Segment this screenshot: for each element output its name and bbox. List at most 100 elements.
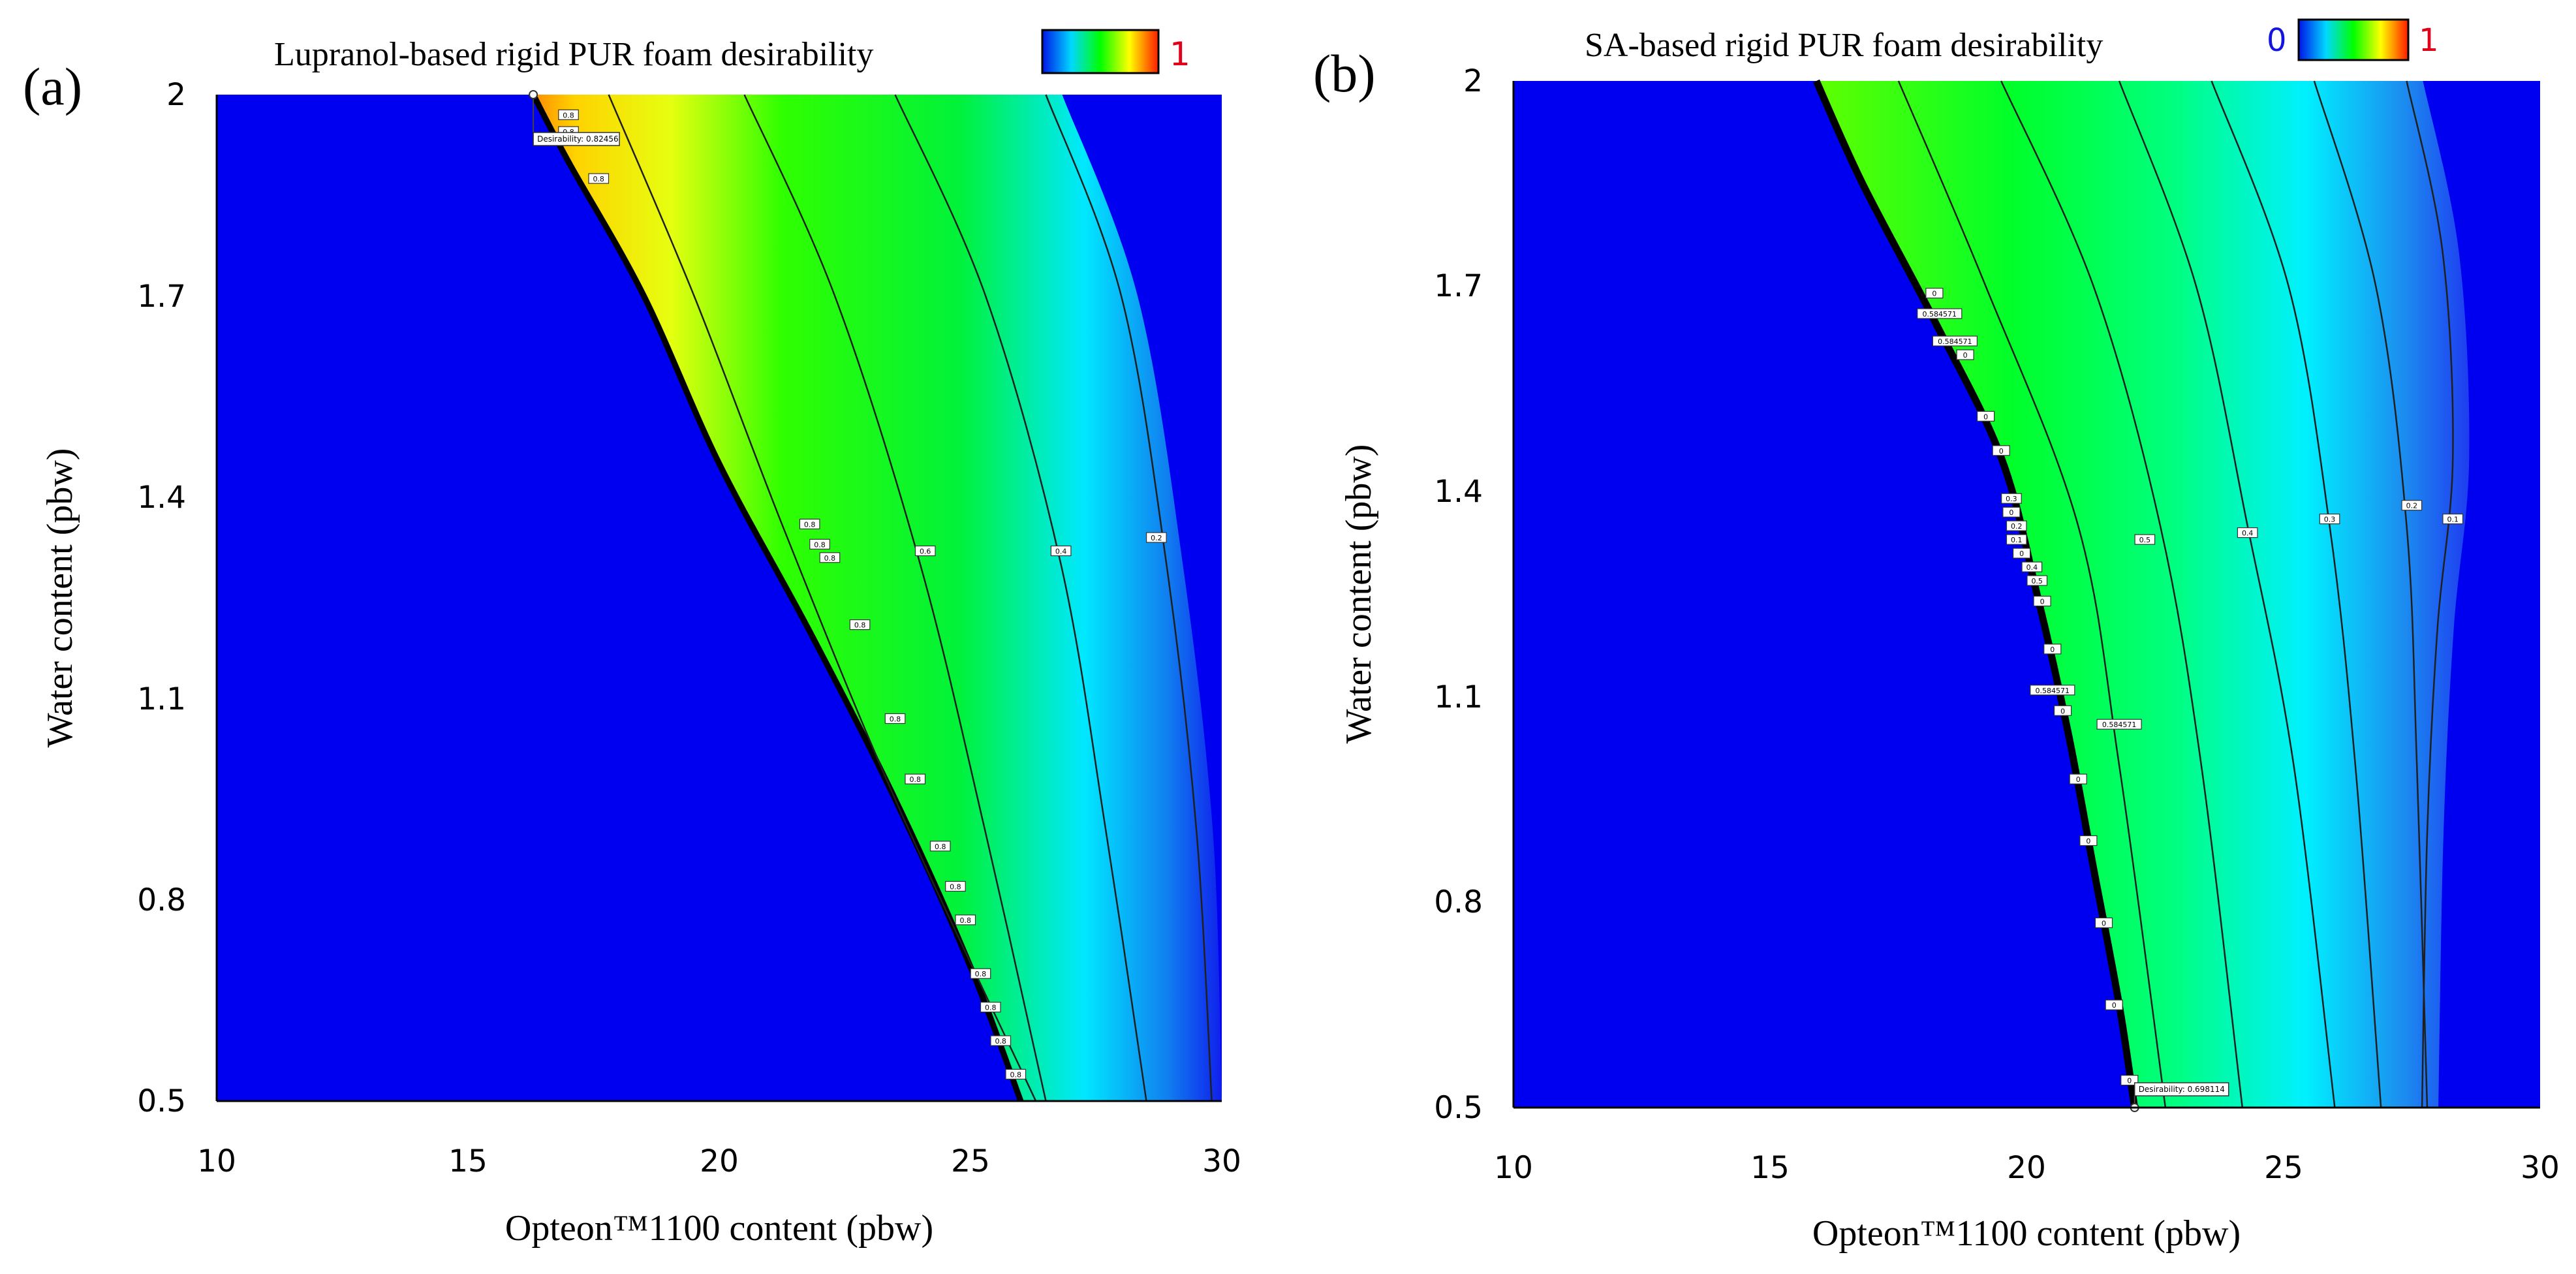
chart-a-contour-label: 0.8 (980, 1001, 1001, 1013)
chart-b-contour-label-box (2006, 534, 2027, 545)
chart-a-contour-0.6 (743, 94, 1047, 1102)
chart-b-contour-label-box (2442, 513, 2464, 525)
chart-b-optimum: Desirability: 0.698114 (2130, 1082, 2229, 1112)
chart-b-y-axis-label: Water content (pbw) (1339, 444, 1379, 744)
chart-b-contour-label-text: 0 (1983, 412, 1988, 421)
chart-a-contour-label-box (799, 518, 820, 530)
chart-b-contour-label-box (1932, 335, 1978, 347)
chart-a-xtick-10: 10 (197, 1143, 236, 1179)
chart-a-contour-label-text: 0.8 (814, 540, 826, 549)
chart-b-contour-0.1 (2313, 80, 2429, 1108)
chart-a-contour-label-box (884, 713, 906, 724)
chart-a-xtick-15: 15 (448, 1143, 488, 1179)
chart-b-contour-label-text: 0.1 (2011, 536, 2023, 544)
chart-b-contour-label-box (2021, 561, 2043, 572)
chart-a-ytick-1.7: 1.7 (137, 279, 186, 315)
chart-b-ytick-0.5: 0.5 (1434, 1090, 1483, 1126)
chart-b-contour-label-text: 0.2 (2011, 522, 2023, 531)
chart-a-contour-label-box (1050, 545, 1072, 557)
chart-b-contour-label-text: 0.1 (2447, 516, 2459, 524)
chart-a-ytick-1.4: 1.4 (137, 480, 186, 516)
chart-b-contour-label-box (2069, 773, 2087, 785)
chart-b-contour-label-text: 0.584571 (2036, 687, 2070, 695)
chart-a-contour-label: 0.8 (819, 552, 841, 563)
chart-a-contour-label-box (588, 173, 610, 184)
chart-b-contour-label: 0 (2033, 595, 2051, 607)
chart-a-contour-label-text: 0.8 (1010, 1070, 1022, 1079)
chart-b-contour-label-text: 0 (2050, 645, 2055, 654)
chart-a-contour-label-text: 0.8 (593, 175, 604, 183)
chart-a-xtick-25: 25 (951, 1143, 990, 1179)
chart-b-contour-label-box (2120, 1074, 2139, 1086)
chart-b-contour-label-box (2401, 500, 2423, 511)
chart-b-contour-label-box (2319, 513, 2340, 525)
chart-a-contour-label: 0.8 (558, 109, 579, 120)
chart-b-contour-label-box (2030, 685, 2075, 696)
chart-b-contour-label-text: 0.4 (2026, 563, 2038, 572)
chart-b-axes: 10 15 20 25 30 0.5 0.8 1.1 1.4 1.7 2 Opt… (1339, 63, 2560, 1254)
chart-a-contour-0.2 (1045, 94, 1213, 1102)
chart-a-contour-label: 0.8 (970, 968, 991, 979)
chart-b-xtick-10: 10 (1494, 1150, 1533, 1186)
chart-b-title: SA-based rigid PUR foam desirability (1585, 27, 2103, 64)
chart-a-ytick-2: 2 (166, 77, 186, 113)
chart-b-contour-label-text: 0 (2009, 508, 2013, 517)
chart-b-contour-label-text: 0 (2060, 707, 2065, 715)
chart-b-contour-label-box (1925, 288, 1944, 299)
chart-b-ytick-1.7: 1.7 (1434, 268, 1483, 304)
chart-a-contour-label-box (970, 968, 991, 979)
panel-a-label: (a) (23, 57, 82, 116)
chart-a-optimum: Desirability: 0.82456 (529, 90, 620, 146)
chart-a-contour-label: 0.8 (799, 518, 820, 530)
chart-b-contour-label: 0 (2043, 644, 2062, 655)
chart-b-contour-label-text: 0.584571 (2102, 721, 2137, 729)
chart-b-contour-label-text: 0.5 (2139, 536, 2151, 544)
chart-a-contour-label-box (980, 1001, 1001, 1013)
chart-a-colorbar-max-label: 1 (1170, 35, 1190, 73)
chart-b-contour-labels: 0 0.584571 0.584571 0 0 0 0.3 0 0.2 0.1 0 0.4 0.5 0 0 0… (1917, 288, 2464, 1086)
chart-b-contour-label: 0.584571 (1932, 335, 1978, 347)
chart-b-contour-label: 0.2 (2401, 500, 2423, 511)
chart-a-contours (531, 93, 1213, 1102)
chart-a-contour-label: 0.4 (1050, 545, 1072, 557)
chart-b-contour-label: 0 (2105, 999, 2123, 1010)
chart-a-xtick-20: 20 (700, 1143, 739, 1179)
chart-a-contour-label-box (1005, 1068, 1027, 1080)
chart-b-contour-label: 0 (1956, 349, 1974, 360)
chart-b-x-axis-label: Opteon™1100 content (pbw) (1812, 1213, 2241, 1254)
chart-b-contour-label: 0 (2054, 705, 2072, 716)
chart-a-contour-label: 0.8 (929, 841, 951, 852)
chart-a-contour-0.4 (894, 94, 1147, 1102)
chart-b-boundary-line (1812, 79, 2139, 1108)
chart-b-contour-label-text: 0.3 (2006, 495, 2017, 503)
chart-b-optimum-label: Desirability: 0.698114 (2139, 1085, 2225, 1094)
chart-a-contour-label-text: 0.8 (854, 621, 866, 630)
chart-b-contour-label-text: 0 (2076, 775, 2081, 784)
chart-a-contour-label-text: 0.8 (890, 715, 901, 724)
chart-a-contour-label-box (558, 109, 579, 120)
chart-b-contour-label-text: 0 (1963, 351, 1968, 360)
chart-b-contour-label-text: 0 (2040, 598, 2045, 606)
chart-b-contour-label-box (2054, 705, 2072, 716)
chart-b-contour-label: 0.1 (2442, 513, 2464, 525)
chart-b-contour-label-text: 0.2 (2406, 502, 2418, 510)
chart-panel-b: SA-based rigid PUR foam desirability 0 1… (1339, 18, 2560, 1254)
chart-b-contour-label: 0 (2094, 917, 2113, 929)
chart-a-title: Lupranol-based rigid PUR foam desirabili… (274, 36, 873, 73)
chart-b-contour-label: 0.1 (2006, 534, 2027, 545)
chart-b-contour-0 (2406, 80, 2454, 1108)
chart-b-contour-label: 0 (1925, 288, 1944, 299)
chart-b-contour-0.5 (1897, 80, 2167, 1108)
chart-a-contour-label: 0.8 (1005, 1068, 1027, 1080)
chart-b-ytick-1.1: 1.1 (1434, 679, 1483, 715)
chart-a-axes: 10 15 20 25 30 0.5 0.8 1.1 1.4 1.7 2 Opt… (40, 77, 1241, 1249)
chart-a-contour-label-text: 0.8 (563, 111, 574, 119)
chart-a-contour-label: 0.8 (884, 713, 906, 724)
chart-b-contour-label-box (2043, 644, 2062, 655)
chart-a-contour-label-box (849, 619, 871, 630)
chart-b-contour-label: 0 (1977, 411, 1995, 422)
chart-a-ytick-1.1: 1.1 (137, 681, 186, 717)
chart-a-contour-label-box (929, 841, 951, 852)
chart-a-colorbar (1041, 29, 1160, 74)
